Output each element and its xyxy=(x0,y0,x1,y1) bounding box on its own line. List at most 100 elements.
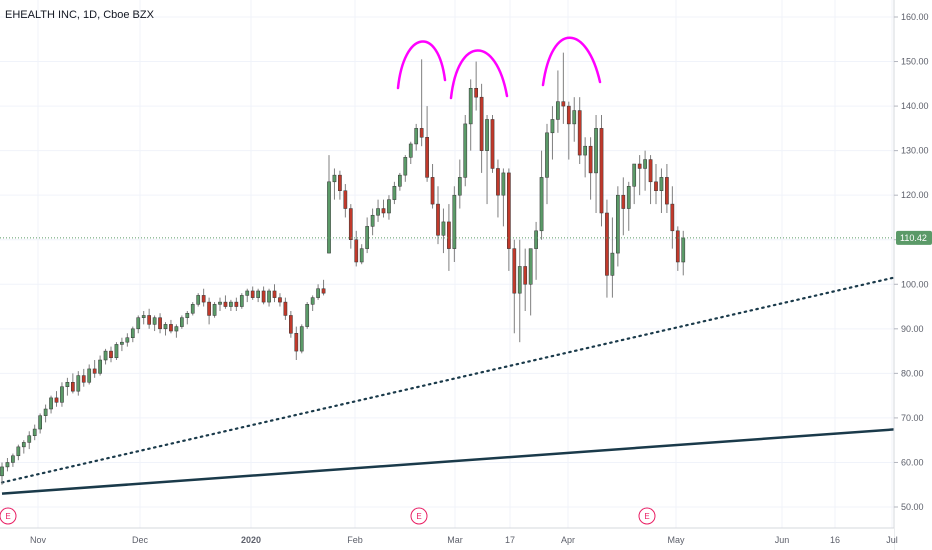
earnings-circle xyxy=(0,507,17,525)
time-axis-background xyxy=(0,528,894,550)
candle xyxy=(343,184,348,218)
candle-body-up xyxy=(212,304,217,316)
candle xyxy=(5,458,10,472)
candle-body-down xyxy=(512,248,517,294)
candle-body-up xyxy=(174,326,179,332)
candle-body-down xyxy=(561,101,566,107)
y-tick-label: 80.00 xyxy=(901,368,924,378)
candle xyxy=(174,324,179,338)
candle-body-up xyxy=(583,145,587,156)
candle xyxy=(218,297,222,311)
candle-body-down xyxy=(71,382,75,392)
candle-body-down xyxy=(54,397,59,403)
candle-body-down xyxy=(474,88,478,98)
candle xyxy=(332,168,337,200)
candle xyxy=(681,230,686,276)
y-tick-label: 70.00 xyxy=(901,413,924,423)
candle xyxy=(348,204,353,249)
candle-body-up xyxy=(190,304,195,314)
solid-trendline xyxy=(1,425,932,495)
candle-body-up xyxy=(310,297,315,305)
candle-body-up xyxy=(659,177,664,191)
candle xyxy=(648,155,653,205)
candle xyxy=(49,395,53,414)
candle xyxy=(610,217,615,298)
candle xyxy=(327,155,331,254)
candle-body-down xyxy=(250,290,255,298)
candlestick-series xyxy=(0,52,686,485)
candle xyxy=(468,79,473,151)
candle-body-up xyxy=(141,315,146,318)
candle-body-up xyxy=(32,428,37,436)
x-tick-label: 2020 xyxy=(241,535,261,545)
candle xyxy=(665,164,669,213)
y-tick-label: 130.00 xyxy=(901,146,929,156)
candle-body-down xyxy=(430,177,435,205)
candle xyxy=(147,308,152,329)
earnings-marker[interactable]: E xyxy=(0,507,17,525)
candle-body-up xyxy=(267,290,271,303)
candle-body-up xyxy=(632,163,637,187)
candle-body-up xyxy=(49,397,53,410)
candle-body-up xyxy=(180,317,184,327)
candle-body-down xyxy=(158,317,162,330)
candle-body-down xyxy=(507,172,511,249)
candle xyxy=(528,248,533,316)
candle xyxy=(229,299,233,311)
candle-body-up xyxy=(130,328,135,338)
candle xyxy=(637,155,642,196)
last-price-value: 110.42 xyxy=(900,233,927,243)
candle-body-up xyxy=(365,226,369,249)
earnings-label: E xyxy=(416,512,421,521)
candle xyxy=(98,355,102,376)
candle xyxy=(496,159,500,218)
candle-body-up xyxy=(403,157,408,176)
candle xyxy=(490,115,495,173)
candle xyxy=(190,302,195,316)
candle-body-up xyxy=(616,194,620,254)
candle xyxy=(419,59,424,147)
candle-body-up xyxy=(65,382,70,387)
candle-body-down xyxy=(147,315,152,325)
candle xyxy=(474,61,478,111)
candle-body-up xyxy=(152,317,157,325)
price-axis-background xyxy=(894,0,932,550)
candle xyxy=(245,288,250,303)
candle-body-up xyxy=(125,337,130,343)
candle xyxy=(120,337,124,352)
earnings-label: E xyxy=(5,512,10,521)
candle xyxy=(605,199,609,298)
candle-body-up xyxy=(38,415,42,430)
candle-body-up xyxy=(196,295,201,305)
head-and-shoulders-annotations xyxy=(396,36,602,100)
candle-body-up xyxy=(398,174,402,187)
candle xyxy=(316,284,320,300)
candle xyxy=(599,115,604,227)
candle-body-down xyxy=(588,145,593,174)
candle-body-down xyxy=(92,368,97,374)
candle xyxy=(54,391,59,407)
time-axis[interactable]: Nov Dec 2020 Feb Mar 17 Apr May Jun 16 Jul xyxy=(30,535,898,545)
candle xyxy=(60,382,64,407)
candle xyxy=(626,181,631,231)
candle xyxy=(447,204,451,271)
candle-body-up xyxy=(218,301,222,305)
candle-body-up xyxy=(376,208,380,216)
annotation-arc xyxy=(541,36,602,87)
candle-body-up xyxy=(359,248,364,263)
candle-body-down xyxy=(637,163,642,169)
candle xyxy=(430,164,435,209)
candle xyxy=(87,364,92,385)
candle-body-up xyxy=(643,159,647,169)
candle-body-up xyxy=(136,317,141,330)
earnings-marker[interactable]: E xyxy=(638,507,656,525)
candle-body-down xyxy=(261,290,266,303)
candle xyxy=(376,199,380,222)
candle xyxy=(11,453,15,467)
candle-body-down xyxy=(283,301,288,316)
candle-body-down xyxy=(523,266,528,285)
earnings-marker[interactable]: E xyxy=(410,507,428,525)
candle-body-up xyxy=(441,221,446,236)
